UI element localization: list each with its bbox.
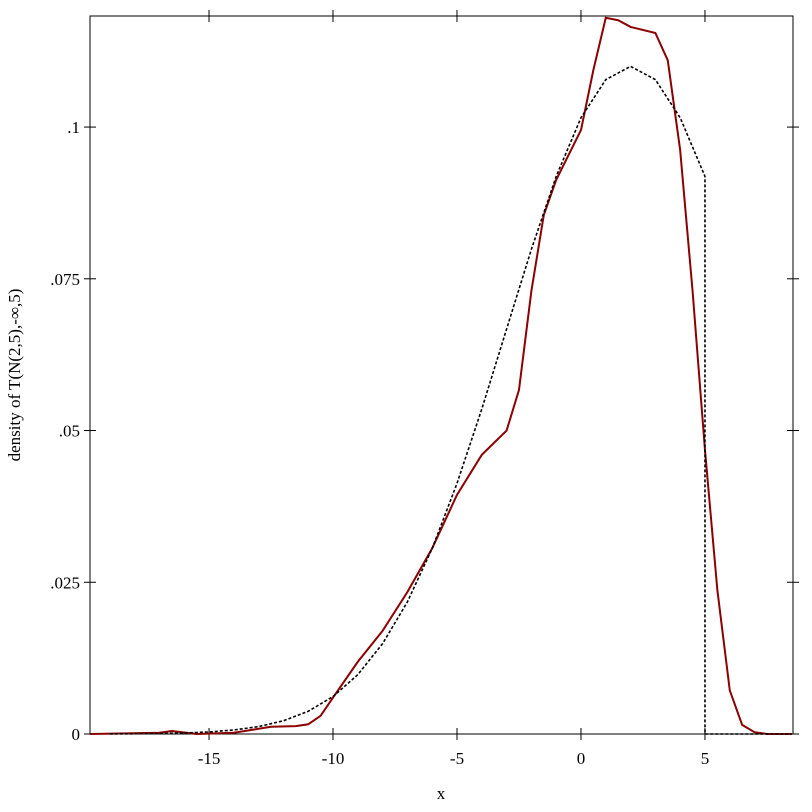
y-tick-label: 0 (72, 725, 81, 744)
y-tick-label: .075 (50, 270, 80, 289)
x-axis-label: x (437, 784, 446, 803)
x-tick-label: -10 (322, 749, 345, 768)
x-tick-label: 5 (701, 749, 710, 768)
y-tick-label: .05 (59, 422, 80, 441)
y-tick-label: .025 (50, 573, 80, 592)
series-line (89, 16, 792, 736)
x-tick-label: 0 (577, 749, 586, 768)
y-tick-label: .1 (67, 118, 80, 137)
plot-frame (89, 15, 794, 735)
series-line (109, 65, 792, 735)
x-tick-label: -15 (198, 749, 221, 768)
x-tick-label: -5 (450, 749, 464, 768)
y-axis-label: density of T(N(2,5),-∞,5) (5, 289, 24, 462)
